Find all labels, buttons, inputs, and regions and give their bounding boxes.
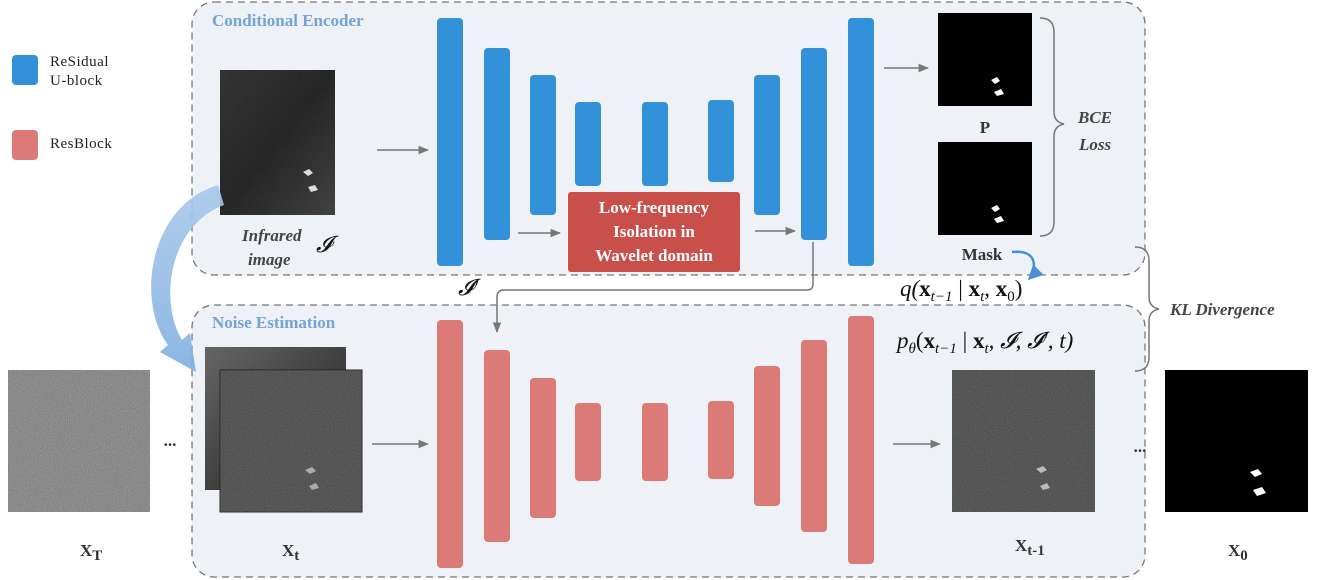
diagram: ReSidual U-block ResBlock Conditional En… (0, 0, 1321, 580)
text-part: X (80, 541, 93, 560)
shape (801, 340, 827, 532)
text-part: | (952, 276, 968, 301)
shape (484, 48, 510, 240)
shape (848, 316, 874, 564)
prediction-label: P (980, 118, 990, 137)
text-part: X (282, 541, 295, 560)
shape (938, 142, 1032, 235)
xt1-image (952, 370, 1095, 512)
shape (220, 370, 362, 512)
text-part: t−1 (931, 289, 953, 305)
text-part: t (294, 548, 299, 564)
xt-image-stack (205, 347, 362, 512)
shape (530, 378, 556, 518)
legend-swatch-red (12, 130, 38, 160)
state-label: XT (80, 541, 102, 564)
legend-label: ReSidual (50, 54, 109, 70)
text-part: x (919, 276, 931, 301)
wavelet-label: Wavelet domain (595, 246, 713, 265)
text-part: , 𝓘, 𝓘′, t) (989, 328, 1074, 353)
infrared-image (220, 70, 335, 215)
text-part: X (1228, 541, 1241, 560)
prediction-image (938, 13, 1032, 106)
text-part: q( (900, 276, 921, 301)
shape (220, 70, 335, 215)
input-label: image (248, 250, 291, 269)
text-part: x (996, 276, 1008, 301)
section-title: Noise Estimation (212, 313, 336, 332)
shape (1165, 370, 1308, 512)
shape (642, 102, 668, 186)
text-part: x (924, 328, 936, 353)
shape (938, 13, 1032, 106)
wavelet-label: Isolation in (613, 222, 695, 241)
shape (708, 401, 734, 479)
shape (642, 403, 668, 481)
shape (952, 370, 1095, 512)
text-part: x (969, 276, 981, 301)
shape (484, 350, 510, 542)
text-part: T (92, 548, 102, 564)
shape (575, 403, 601, 481)
feature-symbol: 𝓘′ (458, 275, 481, 300)
legend-label: ResBlock (50, 136, 112, 152)
shape (8, 370, 150, 512)
text-part: 0 (1007, 289, 1015, 305)
shape (708, 100, 734, 182)
text-part: x (973, 328, 985, 353)
mask-image (938, 142, 1032, 235)
ellipsis: ... (164, 431, 177, 450)
text-part: 0 (1240, 548, 1248, 564)
ellipsis: ... (1134, 437, 1147, 456)
text-part: ( (916, 328, 924, 353)
q-formula: q(xt−1 | xt, x0) (900, 276, 1022, 305)
kl-label: KL Divergence (1169, 300, 1275, 319)
shape (437, 320, 463, 568)
loss-label: Loss (1078, 135, 1112, 154)
loss-label: BCE (1077, 108, 1112, 127)
legend-label: U-block (50, 73, 103, 89)
shape (754, 366, 780, 506)
p-formula: pθ(xt−1 | xt, 𝓘, 𝓘′, t) (895, 328, 1073, 357)
shape (530, 75, 556, 215)
legend-swatch-blue (12, 55, 38, 85)
shape (754, 75, 780, 215)
text-part: t-1 (1027, 543, 1045, 559)
shape (848, 18, 874, 266)
text-part: X (1015, 536, 1028, 555)
shape (575, 102, 601, 186)
input-label: Infrared (241, 226, 302, 245)
text-part: t−1 (935, 341, 957, 357)
page: Diffusion segmentation pipeline { "legen… (0, 0, 1321, 580)
shape (801, 48, 827, 240)
text-part: p (895, 328, 909, 353)
body: ReSidual U-block ResBlock Conditional En… (0, 0, 1321, 580)
state-label: X0 (1228, 541, 1248, 564)
text-part: | (957, 328, 973, 353)
text-part: , (984, 276, 996, 301)
x0-image (1165, 370, 1308, 512)
xT-image (8, 370, 150, 512)
mask-label: Mask (962, 245, 1003, 264)
text-part: ) (1015, 276, 1023, 301)
section-title: Conditional Encoder (212, 11, 364, 30)
shape (437, 18, 463, 266)
wavelet-label: Low-frequency (599, 198, 710, 217)
